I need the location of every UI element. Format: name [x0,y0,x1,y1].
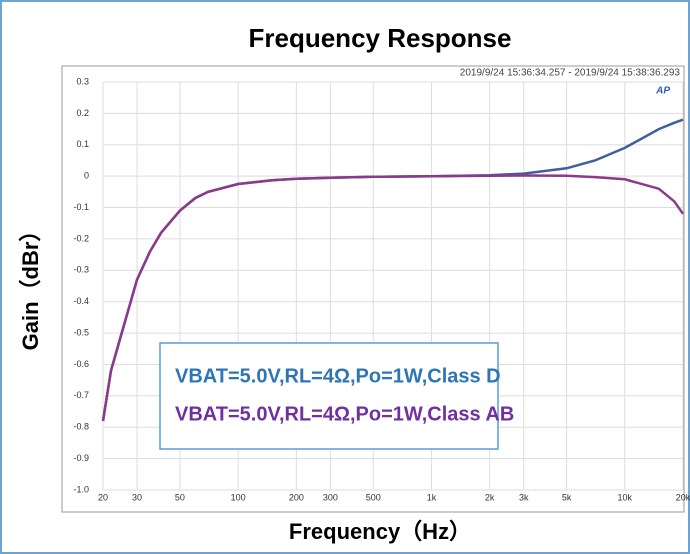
data-line [101,174,685,422]
y-tick-label: -0.8 [73,422,89,432]
y-tick-label: 0.3 [76,76,89,86]
x-tick-label: 500 [366,492,381,502]
y-tick-label: -0.5 [73,327,89,337]
x-tick-label: 5k [562,492,572,502]
chart-title: Frequency Response [249,23,512,53]
x-tick-label: 2k [485,492,495,502]
y-tick-label: -0.9 [73,453,89,463]
x-tick-label: 50 [175,492,185,502]
x-axis-label: Frequency（Hz） [289,519,471,544]
y-tick-label: 0.1 [76,139,89,149]
logo: AP [655,86,670,97]
y-tick-label: -1.0 [73,484,89,494]
x-tick-label: 20 [98,492,108,502]
y-tick-label: -0.3 [73,265,89,275]
y-tick-label: 0 [84,171,89,181]
x-tick-label: 200 [289,492,304,502]
x-tick-label: 300 [323,492,338,502]
y-tick-label: 0.2 [76,108,89,118]
annotation: 2019/9/24 15:36:34.257 - 2019/9/24 15:38… [460,68,681,79]
legend-entry: VBAT=5.0V,RL=4Ω,Po=1W,Class D [175,365,501,387]
legend-box [159,342,499,450]
y-tick-label: -0.7 [73,390,89,400]
x-tick-label: 20k [676,492,690,502]
x-tick-label: 1k [427,492,437,502]
x-tick-label: 30 [132,492,142,502]
legend-entry: VBAT=5.0V,RL=4Ω,Po=1W,Class AB [175,403,514,425]
y-tick-label: -0.6 [73,359,89,369]
y-tick-label: -0.1 [73,202,89,212]
x-tick-label: 3k [519,492,529,502]
y-tick-label: -0.4 [73,296,89,306]
y-tick-label: -0.2 [73,233,89,243]
x-tick-label: 100 [231,492,246,502]
x-tick-label: 10k [618,492,633,502]
y-axis-label: Gain（dBr） [18,220,43,351]
